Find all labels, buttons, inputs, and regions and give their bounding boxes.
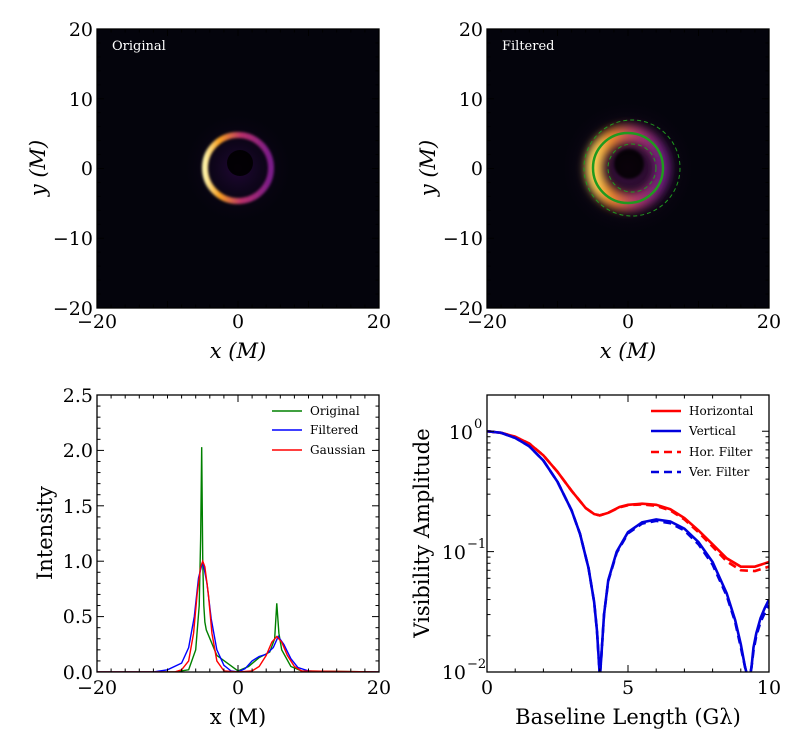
legend-label-gaussian: Gaussian: [310, 443, 366, 457]
legend-label-hor-filter: Hor. Filter: [689, 445, 753, 459]
filtered-ytick-neg10: −10: [443, 228, 483, 250]
intensity-ytick-1.0: 1.0: [63, 551, 93, 573]
legend-label-horizontal: Horizontal: [689, 404, 754, 418]
intensity-series-gaussian: [97, 559, 379, 672]
filtered-ytick-10: 10: [459, 89, 483, 111]
filtered-xtick-neg20: −20: [467, 311, 507, 333]
filtered-ytick-20: 20: [459, 19, 483, 41]
visibility-series-ver-filter: [487, 429, 769, 672]
visibility-ytick-1e-1-exp: −1: [467, 537, 486, 552]
intensity-ytick-2.0: 2.0: [63, 440, 93, 462]
filtered-outer-dashed-ring: [583, 119, 681, 217]
visibility-xtick-10: 10: [757, 677, 781, 699]
original-ylabel: y (M): [26, 140, 50, 197]
original-image-label: Original: [112, 39, 166, 54]
original-ticks: [96, 28, 380, 309]
original-ytick-0: 0: [81, 158, 93, 180]
original-image-panel: Original −20 0 20 20 10 0 −10 −20 x (M) …: [26, 19, 391, 363]
original-xtick-0: 0: [232, 311, 244, 333]
filtered-xtick-0: 0: [622, 311, 634, 333]
filtered-image-panel: Filtered −20 0 20 20 10 0 −10 −20 x (M) …: [416, 19, 781, 363]
intensity-ticks: [96, 394, 380, 673]
intensity-xtick-20: 20: [367, 677, 391, 699]
filtered-ytick-0: 0: [471, 158, 483, 180]
filtered-inner-dashed-ring: [607, 143, 657, 193]
visibility-ytick-1e0-exp: 0: [474, 417, 482, 432]
original-ytick-neg20: −20: [53, 298, 93, 320]
visibility-ytick-1e-2: 10: [442, 662, 466, 684]
intensity-xlabel: x (M): [210, 705, 266, 729]
original-xtick-neg20: −20: [77, 311, 117, 333]
legend-label-vertical: Vertical: [688, 424, 736, 438]
legend-label-original: Original: [310, 404, 360, 418]
filtered-ticks: [486, 28, 770, 309]
visibility-xlabel: Baseline Length (Gλ): [515, 705, 741, 729]
filtered-ring-fit: [591, 131, 665, 205]
visibility-ytick-1e-1: 10: [442, 542, 466, 564]
legend-label-filtered: Filtered: [310, 423, 359, 437]
visibility-xtick-0: 0: [481, 677, 493, 699]
visibility-ticks: [486, 394, 770, 673]
original-ytick-10: 10: [69, 89, 93, 111]
intensity-xtick-neg20: −20: [77, 677, 117, 699]
visibility-panel: 0 5 10 10 0 10 −1 10 −2 Baseline Length …: [410, 394, 781, 729]
original-ytick-20: 20: [69, 19, 93, 41]
filtered-xtick-20: 20: [757, 311, 781, 333]
intensity-profile-panel: −20 0 20 0.0 0.5 1.0 1.5 2.0 2.5 x (M) I…: [33, 385, 391, 729]
visibility-ytick-1e0: 10: [449, 422, 473, 444]
visibility-ytick-1e-2-exp: −2: [467, 657, 486, 672]
visibility-xtick-5: 5: [622, 677, 634, 699]
original-xtick-20: 20: [367, 311, 391, 333]
intensity-ytick-0.5: 0.5: [63, 606, 93, 628]
filtered-ytick-neg20: −20: [443, 298, 483, 320]
original-shadow: [227, 150, 253, 176]
intensity-series-original: [97, 447, 379, 672]
intensity-ylabel: Intensity: [33, 486, 57, 580]
intensity-ytick-1.5: 1.5: [63, 496, 93, 518]
intensity-ytick-2.5: 2.5: [63, 385, 93, 407]
intensity-xtick-0: 0: [232, 677, 244, 699]
filtered-image-label: Filtered: [502, 39, 554, 54]
visibility-legend: Horizontal Vertical Hor. Filter Ver. Fil…: [651, 404, 754, 479]
original-xlabel: x (M): [210, 339, 266, 363]
original-ytick-neg10: −10: [53, 228, 93, 250]
filtered-shadow: [614, 149, 644, 179]
filtered-ylabel: y (M): [416, 140, 440, 197]
intensity-legend: Original Filtered Gaussian: [272, 404, 366, 457]
intensity-ytick-0.0: 0.0: [63, 662, 93, 684]
intensity-series-filtered: [97, 561, 379, 672]
legend-label-ver-filter: Ver. Filter: [688, 465, 750, 479]
visibility-series-hor-filter: [487, 429, 769, 573]
visibility-ylabel: Visibility Amplitude: [410, 428, 434, 638]
filtered-xlabel: x (M): [600, 339, 656, 363]
original-ring: [202, 132, 274, 204]
